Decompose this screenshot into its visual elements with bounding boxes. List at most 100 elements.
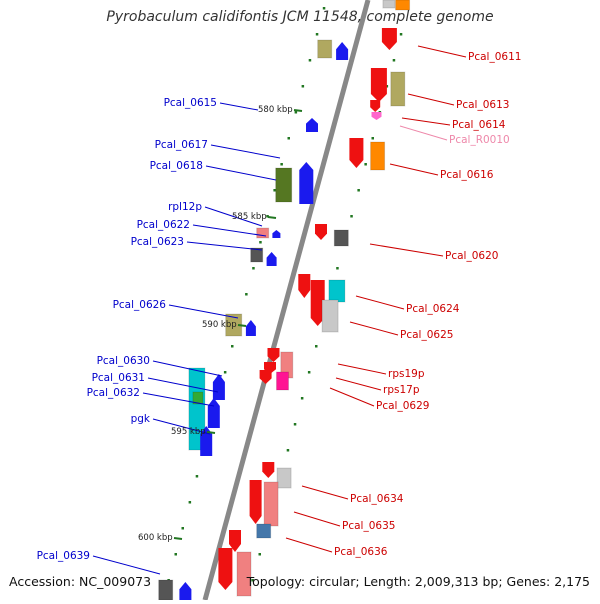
minus-strand-gene[interactable] [275,167,293,203]
gene-label[interactable]: Pcal_0632 [87,387,140,399]
minus-strand-gene[interactable] [299,162,314,204]
plus-strand-gene[interactable] [381,28,397,50]
minor-tick [307,371,311,374]
topology-text: Topology: circular; Length: 2,009,313 bp… [246,574,590,589]
kbp-tick [293,109,303,112]
gene-label[interactable]: Pcal_0634 [350,493,404,505]
minus-strand-gene[interactable] [207,398,220,428]
gene-label[interactable]: Pcal_0625 [400,329,453,341]
kbp-tick [173,537,183,540]
minor-tick [195,475,199,478]
leader-line [355,295,405,310]
gene-label[interactable]: rps17p [383,384,420,396]
leader-line [401,117,451,126]
plus-strand-gene[interactable] [328,279,346,303]
leader-line [205,165,277,181]
plus-strand-gene[interactable] [263,481,279,527]
gene-label[interactable]: Pcal_0620 [445,250,498,262]
minus-strand-gene[interactable] [317,39,333,59]
minor-tick [364,163,367,166]
plus-strand-gene[interactable] [333,229,349,247]
minor-tick [350,215,353,218]
plus-strand-gene[interactable] [229,530,241,552]
gene-label[interactable]: Pcal_0611 [468,51,521,63]
plus-strand-gene[interactable] [370,100,381,112]
leader-line [168,304,239,319]
plus-strand-gene[interactable] [218,548,233,590]
leader-line [337,363,387,375]
leader-line [152,418,211,435]
minor-tick [294,111,298,114]
label-leaders [92,45,467,575]
gene-labels: Pcal_0615 Pcal_0617 Pcal_0618 rpl12p Pcal_06… [37,51,522,562]
plus-strand-gene[interactable] [259,370,272,384]
plus-strand-gene[interactable] [298,274,311,298]
gene-label[interactable]: Pcal_0639 [37,550,90,562]
gene-label[interactable]: Pcal_0630 [97,355,150,367]
accession-text: Accession: NC_009073 [9,574,152,589]
minus-strand-gene[interactable] [179,582,192,600]
gene-label[interactable]: Pcal_0617 [155,139,208,151]
gene-label[interactable]: pgk [131,413,151,425]
minus-strand-gene[interactable] [336,42,349,60]
plus-strand-gene[interactable] [371,112,382,120]
leader-line [399,125,448,141]
leader-line [152,360,223,377]
plus-strand-gene[interactable] [236,551,252,597]
gene-label[interactable]: Pcal_0623 [131,236,184,248]
gene-label[interactable]: Pcal_0618 [150,160,203,172]
plus-strand-gene[interactable] [349,138,364,168]
gene-label[interactable]: Pcal_0622 [137,219,190,231]
minus-strand-gene[interactable] [212,374,225,400]
plus-strand-gene[interactable] [370,141,386,171]
minus-strand-gene[interactable] [250,247,264,263]
minor-tick [174,553,177,556]
leader-line [349,321,399,336]
plus-strand-gene[interactable] [256,523,272,539]
leader-line [204,206,263,227]
gene-label[interactable]: rps19p [388,368,425,380]
gene-label[interactable]: Pcal_R0010 [449,134,510,146]
gene-label[interactable]: Pcal_0614 [452,119,506,131]
gene-label[interactable]: Pcal_0624 [406,303,460,315]
plus-strand-gene[interactable] [315,224,327,240]
minor-tick [231,345,234,348]
gene-label[interactable]: Pcal_0631 [92,372,145,384]
plus-strand-gene[interactable] [276,371,289,391]
plus-strand-gene[interactable] [390,71,406,107]
minus-strand-gene[interactable] [192,391,204,405]
plus-strand-gene[interactable] [249,480,262,524]
minus-strand-gene[interactable] [245,320,256,336]
plus-strand-gene[interactable] [310,280,325,326]
minor-tick [223,371,227,374]
plus-strand-gene[interactable] [262,462,275,478]
plus-strand-gene[interactable] [321,299,339,333]
gene-label[interactable]: Pcal_0626 [113,299,167,311]
minus-strand-gene[interactable] [266,252,277,266]
leader-line [407,93,455,106]
plus-strand-gene[interactable] [382,0,396,9]
plus-strand-gene[interactable] [276,467,292,489]
gene-label[interactable]: Pcal_0636 [334,546,388,558]
minor-tick [322,7,326,10]
minus-strand-gene[interactable] [272,230,281,238]
gene-label[interactable]: Pcal_0629 [376,400,429,412]
plus-strand-gene[interactable] [267,348,280,362]
plus-strand-gene[interactable] [395,0,411,11]
minor-tick [181,527,184,530]
kbp-label: 600 kbp [138,533,173,543]
gene-label[interactable]: Pcal_0615 [164,97,217,109]
minor-tick [308,59,312,62]
kbp-tick [206,431,216,434]
minus-strand-gene[interactable] [306,118,318,132]
minus-strand-gene[interactable] [256,227,270,239]
gene-label[interactable]: Pcal_0635 [342,520,395,532]
map-title: Pyrobaculum calidifontis JCM 11548, comp… [106,9,494,25]
gene-label[interactable]: Pcal_0613 [456,99,509,111]
gene-label[interactable]: Pcal_0616 [440,169,494,181]
plus-strand-gene[interactable] [370,68,387,102]
minor-tick [245,293,248,296]
kbp-tick [267,216,277,219]
gene-label[interactable]: rpl12p [168,201,202,213]
minus-strand-gene[interactable] [158,579,174,601]
